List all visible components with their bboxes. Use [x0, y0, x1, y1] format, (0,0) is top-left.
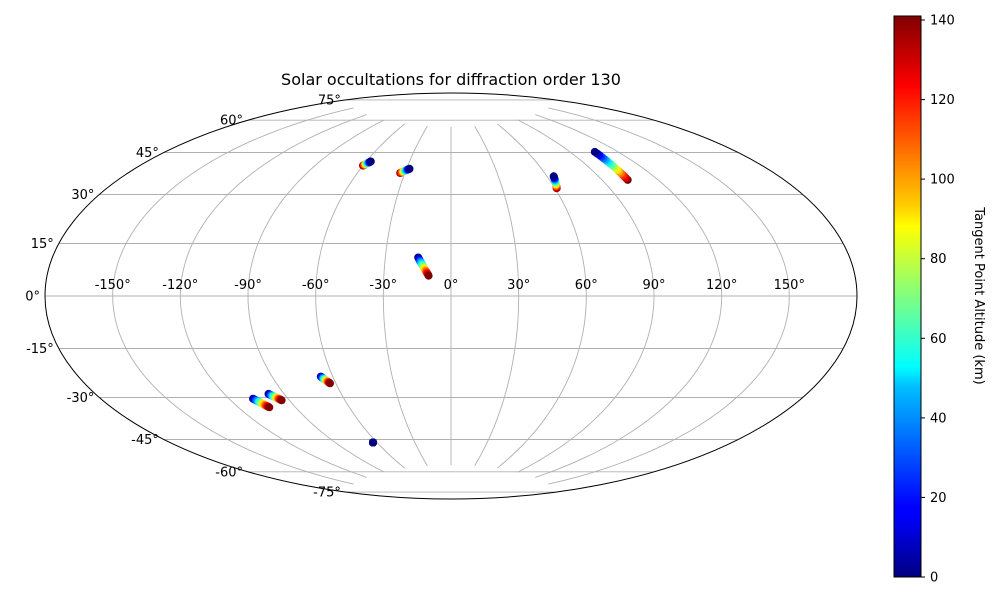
occultation-point [277, 396, 286, 405]
latitude-tick-label: 45° [136, 146, 159, 161]
occultation-point [424, 271, 433, 280]
latitude-tick-label: 0° [25, 290, 40, 305]
occultation-point [326, 379, 334, 388]
longitude-tick-label: 0° [444, 278, 459, 293]
latitude-tick-label: -60° [215, 465, 243, 480]
longitude-tick-label: 30° [507, 278, 530, 293]
map-boundary [44, 92, 858, 500]
colorbar-tick-label: 120 [930, 93, 955, 108]
longitude-tick-label: -120° [162, 278, 198, 293]
longitude-tick-label: 150° [774, 278, 805, 293]
colorbar-tick-label: 80 [930, 252, 947, 267]
latitude-tick-label: 60° [220, 114, 243, 129]
longitude-tick-label: 60° [575, 278, 598, 293]
occultation-point [590, 147, 599, 156]
colorbar-tick-label: 0 [930, 571, 938, 586]
latitude-tick-label: -15° [26, 342, 54, 357]
longitude-tick-label: 90° [642, 278, 665, 293]
colorbar-tick-label: 60 [930, 332, 947, 347]
latitude-tick-label: 15° [31, 237, 54, 252]
latitude-tick-label: -30° [67, 391, 95, 406]
colorbar-tick-label: 20 [930, 491, 947, 506]
graticule [45, 99, 857, 493]
colorbar-ticks: 0 20 40 60 80 100 120 140 [921, 14, 955, 586]
occultation-point [405, 164, 414, 173]
colorbar-tick-label: 40 [930, 411, 947, 426]
latitude-tick-labels: 75° 60° 45° 30° 15° 0° -15° -30° -45° -60° -75° [25, 93, 341, 500]
longitude-tick-label: -30° [369, 278, 397, 293]
longitude-tick-label: -150° [95, 278, 131, 293]
longitude-tick-labels: -150° -120° -90° -60° -30° 0° 30° 60° 90° 120° 150… [95, 278, 805, 293]
occultation-points [249, 147, 632, 447]
occultation-point [369, 438, 377, 447]
occultation-point [265, 403, 274, 412]
latitude-tick-label: 30° [71, 188, 94, 203]
colorbar-tick-label: 140 [930, 14, 955, 29]
latitude-tick-label: 75° [318, 93, 341, 108]
latitude-tick-label: -45° [131, 433, 159, 448]
chart-title: Solar occultations for diffraction order… [281, 70, 621, 89]
colorbar [893, 15, 922, 578]
longitude-tick-label: -60° [302, 278, 330, 293]
occultation-point [366, 157, 375, 166]
colorbar-label: Tangent Point Altitude (km) [971, 206, 986, 384]
longitude-tick-label: -90° [234, 278, 262, 293]
occultation-point [549, 172, 558, 181]
longitude-tick-label: 120° [706, 278, 737, 293]
colorbar-tick-label: 100 [930, 173, 955, 188]
latitude-tick-label: -75° [313, 486, 341, 501]
